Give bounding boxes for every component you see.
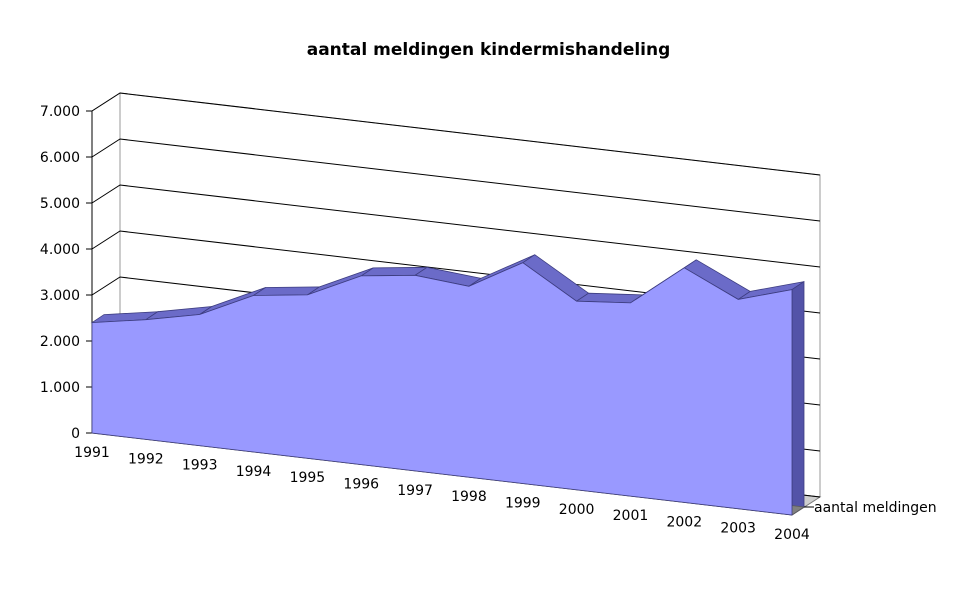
x-tick-label: 1992: [128, 451, 164, 467]
x-tick-label: 1997: [397, 483, 433, 499]
area-front-face: [91, 262, 793, 516]
x-tick-label: 1994: [236, 464, 272, 480]
y-tick-label: 0: [71, 426, 80, 442]
x-tick-label: 2000: [559, 502, 595, 518]
x-tick-label: 2003: [720, 521, 756, 537]
x-tick-label: 1996: [343, 477, 379, 493]
y-tick-label: 1.000: [40, 380, 80, 396]
axis-ticks: 0 1.000 2.000 3.000 4.000 5.000 6.000 7.000 1991…: [40, 104, 814, 543]
x-tick-label: 1993: [182, 458, 218, 474]
gridline: [91, 92, 821, 176]
series-label: aantal meldingen: [814, 500, 937, 516]
x-tick-label: 2002: [666, 514, 702, 530]
gridline: [91, 230, 821, 314]
x-tick-label: 2004: [774, 527, 810, 543]
y-tick-label: 2.000: [40, 334, 80, 350]
y-tick-label: 7.000: [40, 104, 80, 120]
x-tick-label: 2001: [613, 508, 649, 524]
gridline: [91, 184, 821, 268]
y-tick-label: 3.000: [40, 288, 80, 304]
y-tick-label: 4.000: [40, 242, 80, 258]
y-tick-label: 6.000: [40, 150, 80, 166]
x-tick-label: 1998: [451, 489, 487, 505]
chart-title: aantal meldingen kindermishandeling: [306, 40, 671, 60]
x-tick-label: 1999: [505, 495, 541, 511]
area-side-face: [791, 280, 805, 516]
y-tick-label: 5.000: [40, 196, 80, 212]
x-tick-label: 1991: [74, 445, 110, 461]
gridline: [91, 138, 821, 222]
area-series: [90, 254, 806, 516]
x-tick-label: 1995: [290, 470, 326, 486]
